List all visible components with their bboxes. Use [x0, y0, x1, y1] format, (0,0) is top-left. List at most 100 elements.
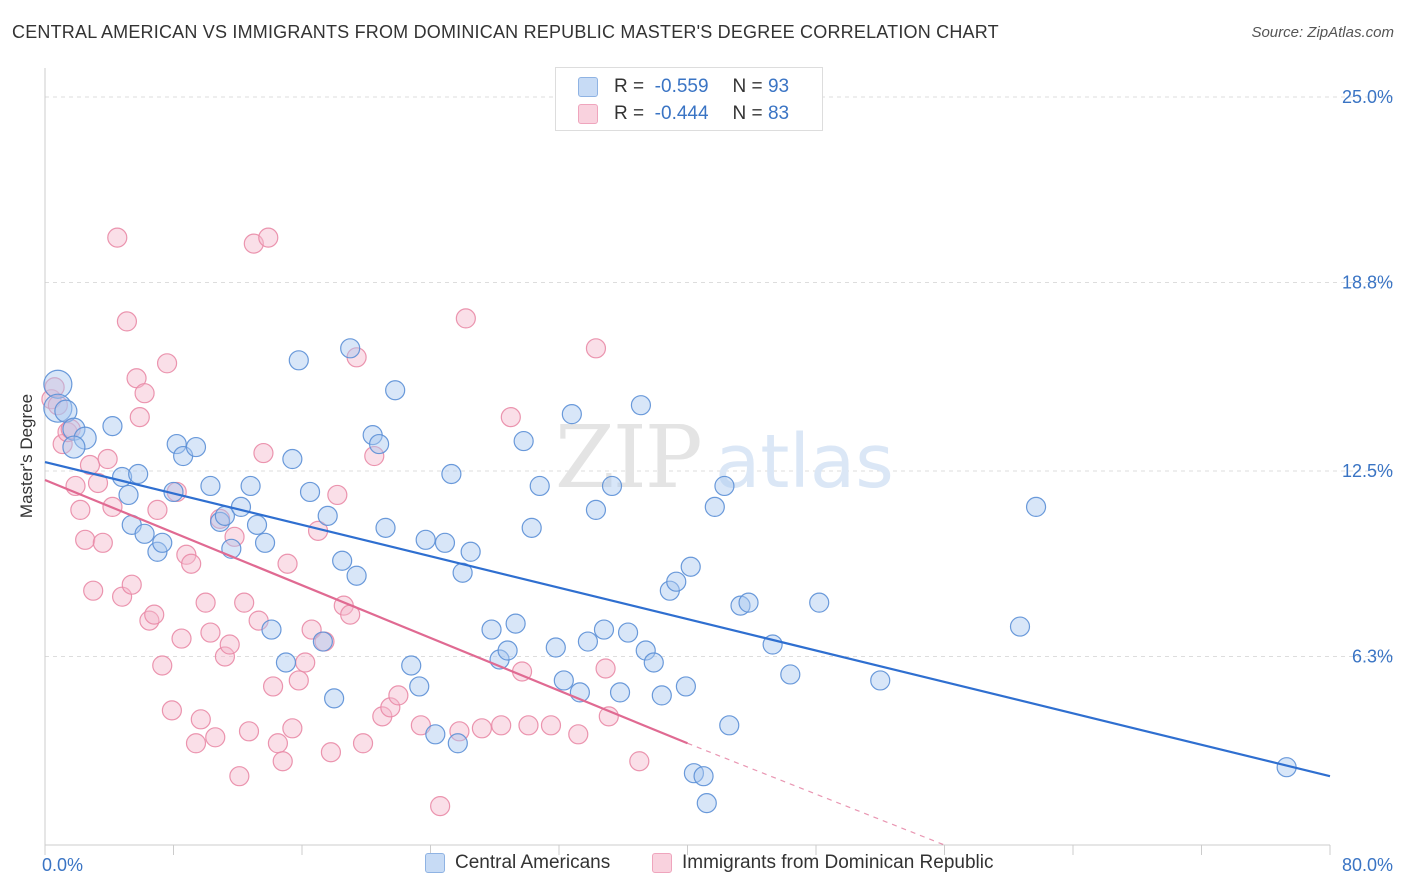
scatter-point-dominican — [195, 592, 216, 613]
scatter-point-dominican — [455, 308, 476, 329]
y-tick-label: 25.0% — [1342, 87, 1393, 107]
stats-legend: R = -0.559 N = 93 R = -0.444 N = 83 — [555, 67, 823, 131]
scatter-point-dominican — [161, 700, 182, 721]
r-value: -0.559 — [654, 76, 709, 97]
scatter-point-central-american — [545, 637, 566, 658]
scatter-point-central-american — [529, 475, 550, 497]
scatter-point-dominican — [97, 448, 118, 470]
scatter-point-central-american — [630, 395, 652, 416]
scatter-point-central-american — [401, 655, 422, 676]
legend-swatch-blue — [578, 77, 598, 97]
scatter-point-central-american — [719, 715, 740, 736]
legend-swatch-blue — [425, 853, 445, 873]
scatter-point-central-american — [200, 475, 221, 497]
scatter-point-central-american — [497, 640, 518, 661]
scatter-point-dominican — [147, 499, 168, 520]
scatter-point-central-american — [346, 565, 367, 586]
scatter-point-dominican — [144, 604, 165, 625]
scatter-point-central-american — [246, 514, 268, 535]
scatter-point-central-american — [288, 350, 309, 371]
scatter-point-central-american — [102, 416, 123, 437]
scatter-point-central-american — [738, 592, 759, 613]
scatter-point-central-american — [714, 475, 735, 497]
scatter-point-central-american — [254, 532, 276, 553]
scatter-point-central-american — [481, 619, 502, 640]
scatter-point-dominican — [224, 526, 245, 547]
scatter-point-central-american — [593, 619, 615, 640]
scatter-point-dominican — [116, 311, 138, 332]
scatter-point-dominican — [205, 727, 226, 748]
scatter-point-central-american — [317, 505, 338, 526]
scatter-point-dominican — [181, 553, 202, 574]
scatter-point-dominican — [229, 766, 250, 787]
scatter-point-central-american — [185, 436, 207, 458]
scatter-point-central-american — [585, 499, 607, 520]
scatter-point-dominican — [282, 718, 303, 739]
x-tick-label: 80.0% — [1342, 855, 1393, 875]
scatter-point-dominican — [234, 592, 255, 613]
scatter-point-dominican — [190, 709, 211, 730]
scatter-point-central-american — [369, 433, 390, 455]
grid — [45, 96, 1393, 658]
scatter-point-dominican — [471, 718, 492, 739]
scatter-point-central-american — [43, 393, 73, 423]
x-tick-label: 0.0% — [42, 855, 83, 875]
scatter-point-dominican — [238, 721, 260, 742]
legend-item-central-americans[interactable]: Central Americans — [425, 852, 610, 874]
scatter-point-central-american — [577, 631, 599, 652]
r-label: R = — [614, 76, 645, 97]
scatter-point-central-american — [696, 793, 717, 814]
scatter-point-central-american — [643, 652, 664, 673]
scatter-point-central-american — [1009, 616, 1031, 637]
scatter-point-central-american — [147, 541, 168, 562]
scatter-point-central-american — [43, 369, 73, 399]
scatter-point-dominican — [87, 472, 109, 494]
r-label: R = — [614, 103, 645, 124]
axes — [44, 68, 1331, 855]
scatter-point-dominican — [214, 646, 235, 667]
scatter-point-central-american — [166, 433, 187, 455]
scatter-point-dominican — [253, 442, 274, 464]
scatter-point-dominican — [107, 227, 128, 248]
scatter-point-dominican — [388, 685, 409, 706]
scatter-point-central-american — [553, 670, 574, 691]
scatter-point-dominican — [176, 544, 197, 565]
stats-legend-row-dominican: R = -0.444 N = 83 — [578, 103, 789, 125]
scatter-point-central-american — [128, 463, 149, 485]
scatter-point-dominican — [380, 697, 401, 718]
scatter-point-central-american — [447, 733, 468, 754]
scatter-point-dominican — [295, 652, 316, 673]
scatter-point-central-american — [870, 670, 891, 691]
scatter-point-central-american — [730, 595, 751, 616]
n-value: 83 — [767, 103, 790, 124]
scatter-point-central-american — [134, 523, 155, 544]
scatter-point-central-american — [460, 541, 481, 562]
scatter-point-dominican — [70, 499, 91, 520]
scatter-point-central-american — [666, 571, 687, 592]
scatter-point-dominican — [152, 655, 173, 676]
scatter-point-central-american — [299, 481, 321, 503]
scatter-point-central-american — [680, 556, 701, 577]
scatter-point-central-american — [505, 613, 526, 634]
scatter-point-dominican — [320, 742, 342, 763]
scatter-point-dominican — [272, 751, 293, 772]
chart-title: CENTRAL AMERICAN VS IMMIGRANTS FROM DOMI… — [12, 22, 999, 42]
scatter-point-central-american — [651, 685, 672, 706]
scatter-point-dominican — [364, 445, 385, 467]
y-tick-label: 12.5% — [1342, 461, 1393, 481]
scatter-point-central-american — [312, 631, 333, 652]
scatter-point-central-american — [332, 550, 353, 571]
scatter-point-dominican — [288, 670, 309, 691]
scatter-point-dominican — [277, 553, 298, 574]
trend-line-dominican — [44, 478, 688, 745]
scatter-point-central-american — [324, 688, 345, 709]
legend-swatch-pink — [578, 104, 598, 124]
n-label: N = — [732, 103, 763, 124]
scatter-point-central-american — [704, 496, 725, 518]
scatter-point-dominican — [200, 622, 221, 643]
scatter-point-dominican — [518, 715, 539, 736]
legend-item-dominican-republic[interactable]: Immigrants from Dominican Republic — [652, 852, 994, 874]
scatter-point-dominican — [185, 733, 207, 754]
scatter-point-central-american — [230, 496, 252, 518]
